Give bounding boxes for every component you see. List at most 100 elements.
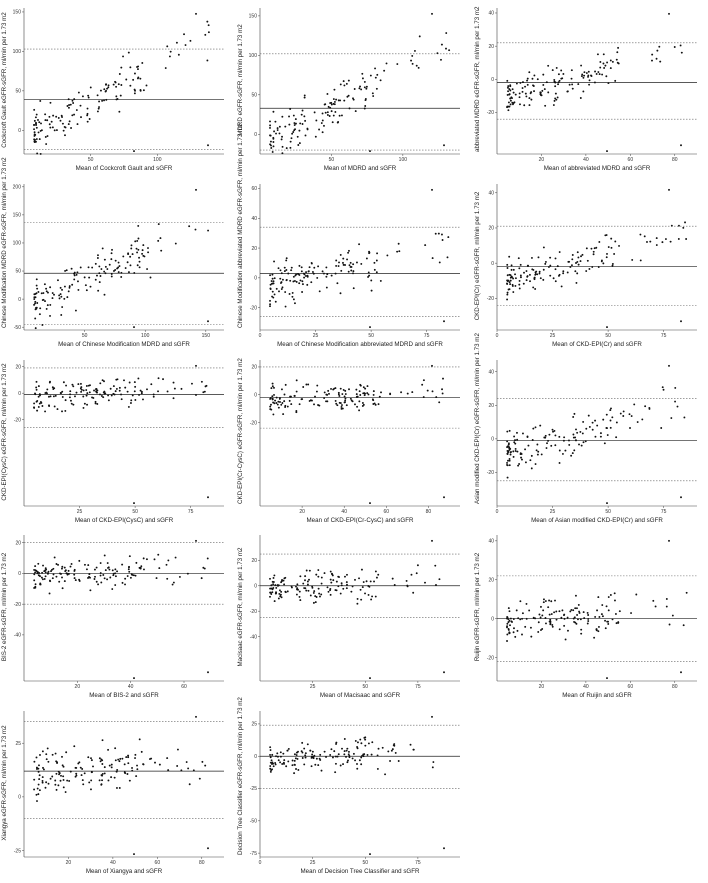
data-point — [506, 86, 509, 89]
data-point — [114, 572, 117, 575]
data-point — [352, 272, 354, 275]
data-point — [200, 380, 203, 383]
data-point — [335, 580, 338, 583]
data-point — [93, 568, 96, 571]
data-point — [597, 596, 600, 599]
data-point — [204, 764, 207, 767]
data-point — [270, 584, 273, 587]
data-point — [272, 280, 275, 283]
data-point — [55, 772, 58, 775]
data-point — [290, 137, 293, 140]
data-point — [62, 381, 65, 384]
chart-panel-xiangya: 20 40 60 80 -25 0 25 Mean of Xiangya and sGFR Xi… — [1, 707, 228, 877]
data-point — [293, 279, 296, 282]
data-point — [109, 387, 112, 390]
data-point — [514, 442, 517, 445]
data-point — [554, 92, 557, 95]
data-point — [48, 123, 51, 126]
data-point — [566, 616, 569, 619]
data-point — [352, 287, 355, 290]
data-point — [113, 776, 116, 779]
data-point — [299, 599, 302, 602]
data-point — [340, 406, 343, 408]
data-point — [58, 297, 61, 300]
data-point — [510, 451, 512, 453]
data-point — [52, 395, 55, 398]
data-point — [655, 57, 658, 60]
data-point — [631, 258, 634, 261]
data-point — [302, 582, 305, 585]
data-point — [189, 39, 192, 42]
data-point — [680, 320, 682, 323]
data-point — [513, 627, 515, 630]
data-point — [526, 79, 529, 82]
data-point — [564, 449, 567, 452]
data-point — [609, 426, 612, 429]
data-point — [336, 282, 339, 285]
data-point — [362, 755, 365, 758]
data-point — [61, 565, 64, 568]
data-point — [142, 763, 145, 766]
data-point — [364, 105, 367, 107]
data-point — [269, 405, 272, 408]
data-point — [81, 779, 84, 782]
data-point — [375, 271, 378, 274]
y-tick-label: 0 — [254, 392, 257, 398]
data-point — [73, 113, 76, 116]
data-point — [393, 743, 396, 745]
data-point — [386, 254, 389, 257]
x-tick-label: 25 — [313, 333, 319, 339]
x-tick-label: 60 — [628, 684, 634, 690]
data-point — [66, 296, 69, 299]
data-point — [585, 270, 588, 273]
data-point — [668, 12, 670, 15]
data-point — [338, 261, 340, 264]
data-point — [279, 277, 282, 280]
data-point — [416, 564, 419, 567]
data-point — [609, 594, 612, 596]
data-point — [517, 257, 520, 260]
data-point — [272, 282, 275, 285]
data-point — [668, 364, 670, 367]
data-point — [669, 240, 672, 243]
data-point — [39, 401, 42, 403]
data-point — [552, 104, 555, 106]
data-point — [611, 264, 614, 267]
data-point — [542, 73, 545, 76]
x-axis-label: Mean of Asian modified CKD-EPI(Cr) and s… — [531, 517, 663, 524]
data-point — [172, 397, 175, 400]
y-tick-label: -20 — [487, 296, 494, 302]
x-tick-label: 40 — [341, 509, 347, 515]
data-point — [33, 573, 36, 576]
data-point — [507, 450, 510, 453]
data-point — [412, 591, 415, 594]
data-point — [110, 252, 113, 255]
data-point — [38, 774, 41, 777]
data-point — [554, 444, 557, 447]
data-point — [334, 272, 337, 275]
chart-panel-dtc: 0 25 50 75 -75 -50 -25 0 25 Mean of Decision Tree… — [237, 697, 464, 877]
x-tick-label: 0 — [496, 509, 499, 515]
data-point — [34, 133, 37, 136]
data-point — [101, 779, 104, 782]
data-point — [295, 379, 298, 382]
data-point — [42, 766, 44, 769]
data-point — [377, 573, 380, 576]
chart-panel-epicrcys: 20 40 60 80 -20 0 20 Mean of CKD-EPI(Cr-CysC) a… — [237, 356, 464, 526]
data-point — [597, 630, 600, 633]
data-point — [62, 779, 65, 781]
data-point — [98, 100, 101, 103]
data-point — [521, 612, 524, 615]
data-point — [320, 769, 323, 772]
data-point — [352, 263, 355, 266]
data-point — [649, 240, 652, 243]
x-axis-label: Mean of Decision Tree Classifier and sGF… — [300, 868, 420, 875]
data-point — [422, 396, 425, 399]
data-point — [311, 271, 314, 273]
data-point — [202, 391, 205, 394]
data-point — [37, 131, 40, 134]
data-point — [563, 436, 566, 439]
data-point — [98, 757, 101, 760]
data-point — [617, 46, 620, 49]
